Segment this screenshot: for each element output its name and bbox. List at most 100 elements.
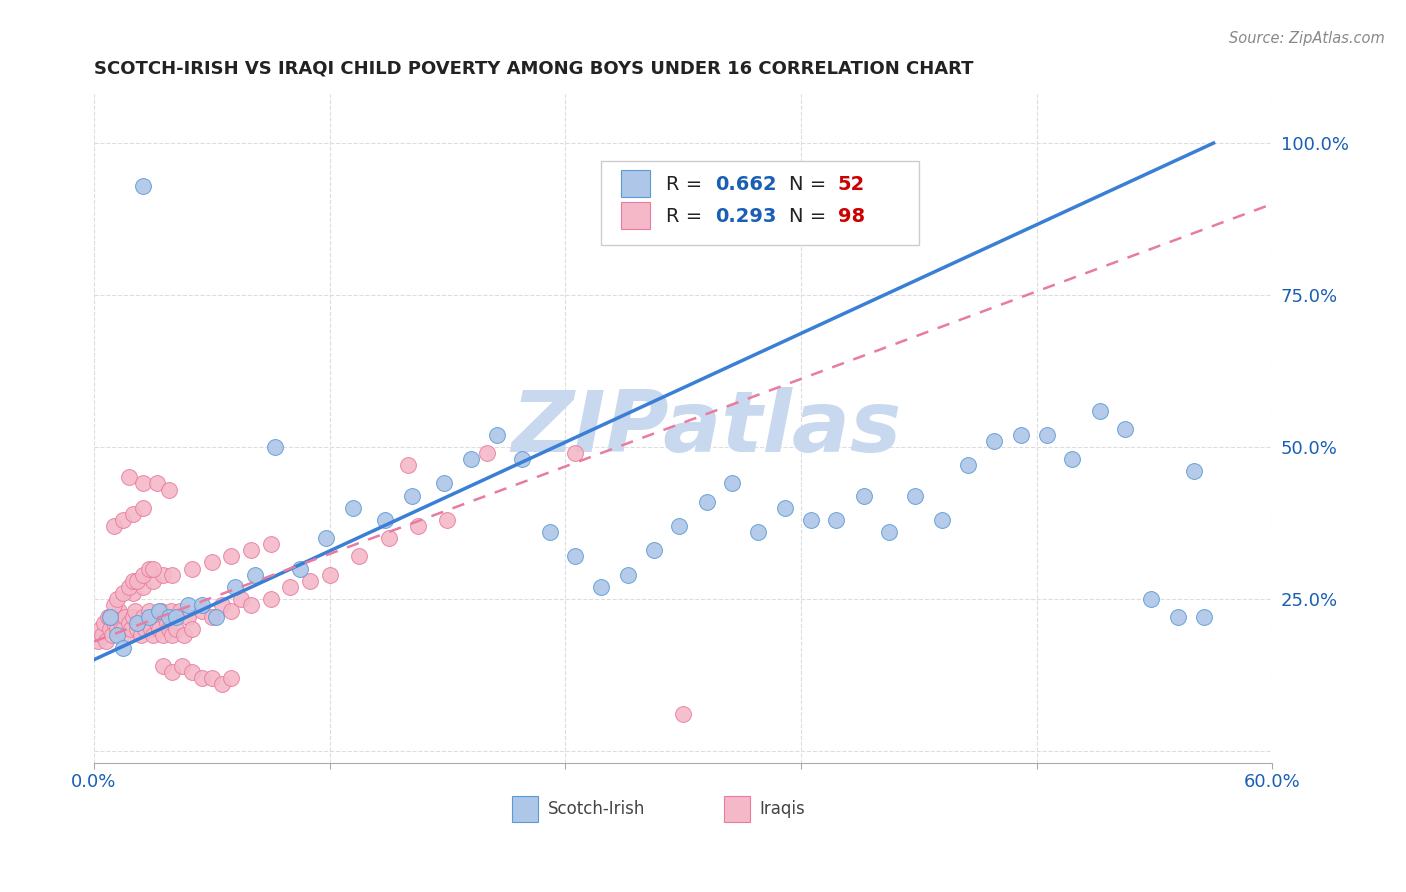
Point bbox=[672, 707, 695, 722]
Point bbox=[165, 610, 187, 624]
Point bbox=[1088, 403, 1111, 417]
Point bbox=[103, 598, 125, 612]
Point bbox=[104, 610, 127, 624]
Point bbox=[98, 610, 121, 624]
Point bbox=[177, 610, 200, 624]
Point bbox=[152, 628, 174, 642]
Point bbox=[112, 513, 135, 527]
Point bbox=[931, 513, 953, 527]
Point bbox=[406, 519, 429, 533]
Point bbox=[148, 623, 170, 637]
Text: 0.662: 0.662 bbox=[716, 175, 776, 194]
Point bbox=[148, 604, 170, 618]
Point bbox=[100, 628, 122, 642]
Point bbox=[142, 574, 165, 588]
Point bbox=[112, 586, 135, 600]
Point bbox=[191, 671, 214, 685]
Point bbox=[173, 628, 195, 642]
Point bbox=[118, 616, 141, 631]
Point bbox=[181, 623, 204, 637]
Point bbox=[132, 567, 155, 582]
Point bbox=[132, 580, 155, 594]
Point bbox=[1139, 591, 1161, 606]
Point bbox=[1192, 610, 1215, 624]
Point bbox=[103, 519, 125, 533]
Point bbox=[191, 598, 214, 612]
Point bbox=[118, 580, 141, 594]
Point bbox=[112, 623, 135, 637]
Point bbox=[201, 610, 224, 624]
Point bbox=[172, 658, 194, 673]
Point bbox=[117, 628, 139, 642]
Point bbox=[157, 483, 180, 497]
Point bbox=[1167, 610, 1189, 624]
Point bbox=[852, 489, 875, 503]
FancyBboxPatch shape bbox=[620, 202, 650, 229]
Point bbox=[124, 604, 146, 618]
Point bbox=[800, 513, 823, 527]
Point bbox=[696, 494, 718, 508]
Text: N =: N = bbox=[789, 175, 832, 194]
Point bbox=[143, 610, 166, 624]
Point bbox=[162, 665, 184, 679]
Point bbox=[243, 567, 266, 582]
Point bbox=[122, 507, 145, 521]
Point bbox=[564, 446, 586, 460]
Point bbox=[139, 623, 162, 637]
Point bbox=[191, 604, 214, 618]
Point bbox=[231, 591, 253, 606]
Text: 98: 98 bbox=[838, 207, 865, 227]
Point bbox=[90, 628, 112, 642]
Point bbox=[110, 616, 132, 631]
Text: SCOTCH-IRISH VS IRAQI CHILD POVERTY AMONG BOYS UNDER 16 CORRELATION CHART: SCOTCH-IRISH VS IRAQI CHILD POVERTY AMON… bbox=[94, 60, 973, 78]
Point bbox=[983, 434, 1005, 448]
Point bbox=[668, 519, 690, 533]
Point bbox=[436, 513, 458, 527]
Point bbox=[298, 574, 321, 588]
Point bbox=[103, 616, 125, 631]
Point bbox=[152, 658, 174, 673]
Point bbox=[617, 567, 640, 582]
Point bbox=[280, 580, 302, 594]
Point bbox=[127, 574, 149, 588]
Point bbox=[643, 543, 665, 558]
Point bbox=[146, 476, 169, 491]
Point bbox=[107, 628, 129, 642]
FancyBboxPatch shape bbox=[620, 170, 650, 197]
Point bbox=[1010, 427, 1032, 442]
Point bbox=[132, 178, 155, 193]
Point bbox=[129, 628, 152, 642]
Point bbox=[315, 531, 337, 545]
Point bbox=[132, 476, 155, 491]
Text: R =: R = bbox=[665, 207, 709, 227]
Point bbox=[107, 591, 129, 606]
Point bbox=[721, 476, 744, 491]
Point bbox=[136, 616, 159, 631]
Point bbox=[288, 561, 311, 575]
Point bbox=[107, 623, 129, 637]
Point bbox=[1035, 427, 1057, 442]
Point bbox=[342, 500, 364, 515]
Point bbox=[127, 623, 149, 637]
Point bbox=[122, 586, 145, 600]
Point bbox=[153, 610, 176, 624]
Point bbox=[108, 604, 131, 618]
Point bbox=[956, 458, 979, 473]
Point bbox=[460, 452, 482, 467]
Point bbox=[132, 500, 155, 515]
Point bbox=[432, 476, 454, 491]
Point bbox=[260, 537, 283, 551]
Point bbox=[263, 440, 285, 454]
Point bbox=[377, 531, 399, 545]
Point bbox=[94, 634, 117, 648]
Point bbox=[347, 549, 370, 564]
Point bbox=[87, 634, 110, 648]
Point bbox=[138, 561, 160, 575]
Point bbox=[157, 623, 180, 637]
Point bbox=[118, 470, 141, 484]
Text: Scotch-Irish: Scotch-Irish bbox=[548, 799, 645, 817]
Point bbox=[775, 500, 797, 515]
Point bbox=[162, 628, 184, 642]
Point bbox=[122, 610, 145, 624]
Text: 0.293: 0.293 bbox=[716, 207, 776, 227]
